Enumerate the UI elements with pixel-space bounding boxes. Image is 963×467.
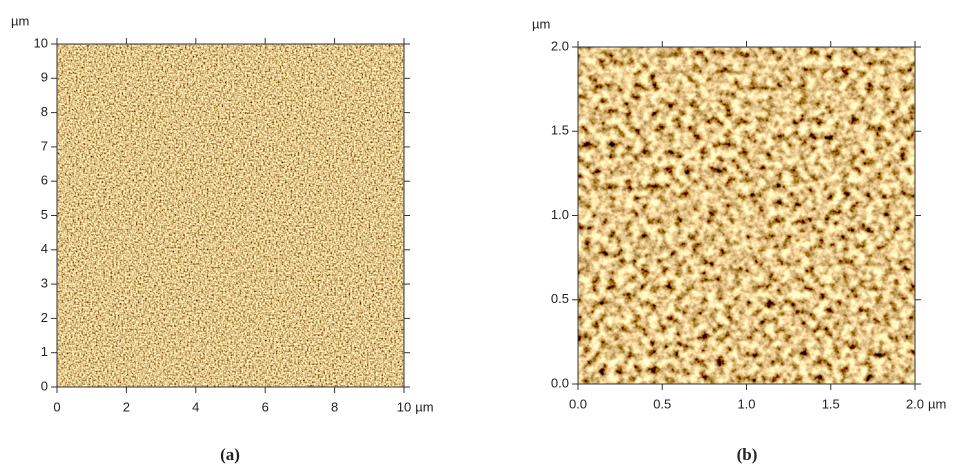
y-tick-label: 4 <box>41 241 48 256</box>
x-tick-label: 10 <box>397 399 411 414</box>
x-tick-label: 0.5 <box>653 396 671 411</box>
y-tick-label: 3 <box>41 276 48 291</box>
y-tick-label: 5 <box>41 207 48 222</box>
y-tick-label: 1.5 <box>551 123 569 138</box>
caption: (a) <box>220 445 240 464</box>
y-tick-label: 0.5 <box>551 291 569 306</box>
y-tick-label: 1.0 <box>551 207 569 222</box>
x-tick-label: 1.0 <box>737 396 755 411</box>
y-tick-label: 6 <box>41 173 48 188</box>
x-tick-label: 1.5 <box>822 396 840 411</box>
y-tick-label: 1 <box>41 344 48 359</box>
y-tick-label: 9 <box>41 70 48 85</box>
x-unit: µm <box>415 399 433 414</box>
y-tick-label: 2 <box>41 310 48 325</box>
y-unit: µm <box>11 13 29 28</box>
y-tick-label: 2.0 <box>551 38 569 53</box>
x-tick-label: 4 <box>192 399 199 414</box>
x-tick-label: 2 <box>123 399 130 414</box>
x-tick-label: 0.0 <box>569 396 587 411</box>
x-tick-label: 2.0 <box>906 396 924 411</box>
y-tick-label: 0.0 <box>551 375 569 390</box>
y-tick-label: 8 <box>41 104 48 119</box>
y-tick-label: 10 <box>34 35 48 50</box>
y-tick-label: 7 <box>41 138 48 153</box>
x-tick-label: 8 <box>331 399 338 414</box>
caption: (b) <box>737 445 758 464</box>
y-unit: µm <box>532 16 550 31</box>
x-tick-label: 6 <box>262 399 269 414</box>
afm-image <box>578 47 915 384</box>
x-unit: µm <box>928 396 946 411</box>
afm-image <box>57 44 404 387</box>
x-tick-label: 0 <box>53 399 60 414</box>
y-tick-label: 0 <box>41 378 48 393</box>
